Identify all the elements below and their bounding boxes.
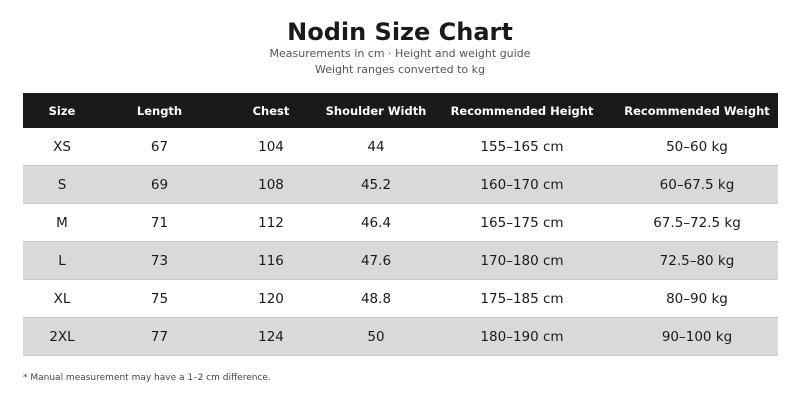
- table-cell: 116: [218, 241, 324, 280]
- table-cell: M: [23, 203, 101, 242]
- table-cell: 46.4: [324, 203, 428, 242]
- table-cell: 175–185 cm: [428, 279, 616, 318]
- table-cell: 60–67.5 kg: [616, 165, 778, 204]
- table-body: XS 67 104 44 155–165 cm 50–60 kg S 69 108 45.2 160…: [23, 128, 778, 356]
- header-cell: Recommended Height: [428, 93, 616, 128]
- header-cell: Size: [23, 93, 101, 128]
- table-cell: 124: [218, 317, 324, 356]
- table-cell: XL: [23, 279, 101, 318]
- table-row: S 69 108 45.2 160–170 cm 60–67.5 kg: [23, 165, 778, 204]
- size-table: Size Length Chest Shoulder Width Recommended…: [23, 93, 778, 356]
- header-cell: Length: [101, 93, 218, 128]
- table-cell: 50–60 kg: [616, 128, 778, 166]
- table-cell: 45.2: [324, 165, 428, 204]
- table-row: 2XL 77 124 50 180–190 cm 90–100 kg: [23, 317, 778, 356]
- table-cell: 47.6: [324, 241, 428, 280]
- table-cell: 44: [324, 128, 428, 166]
- table-row: XS 67 104 44 155–165 cm 50–60 kg: [23, 128, 778, 166]
- table-cell: L: [23, 241, 101, 280]
- footnote: * Manual measurement may have a 1–2 cm d…: [23, 373, 271, 383]
- table-cell: 180–190 cm: [428, 317, 616, 356]
- table-cell: XS: [23, 128, 101, 166]
- table-cell: 75: [101, 279, 218, 318]
- subtitle: Measurements in cm · Height and weight g…: [269, 47, 531, 60]
- header-cell: Shoulder Width: [324, 93, 428, 128]
- table-cell: 104: [218, 128, 324, 166]
- table-cell: 77: [101, 317, 218, 356]
- table-row: M 71 112 46.4 165–175 cm 67.5–72.5 kg: [23, 203, 778, 242]
- table-cell: 120: [218, 279, 324, 318]
- table-row: L 73 116 47.6 170–180 cm 72.5–80 kg: [23, 241, 778, 280]
- table-cell: 80–90 kg: [616, 279, 778, 318]
- table-cell: 67.5–72.5 kg: [616, 203, 778, 242]
- table-cell: 71: [101, 203, 218, 242]
- note: Weight ranges converted to kg: [314, 63, 486, 76]
- table-cell: 165–175 cm: [428, 203, 616, 242]
- table-cell: 73: [101, 241, 218, 280]
- table-cell: 2XL: [23, 317, 101, 356]
- table-cell: 160–170 cm: [428, 165, 616, 204]
- table-cell: 72.5–80 kg: [616, 241, 778, 280]
- header-cell: Chest: [218, 93, 324, 128]
- table-cell: 67: [101, 128, 218, 166]
- table-cell: 170–180 cm: [428, 241, 616, 280]
- table-cell: S: [23, 165, 101, 204]
- table-cell: 155–165 cm: [428, 128, 616, 166]
- table-cell: 112: [218, 203, 324, 242]
- table-cell: 108: [218, 165, 324, 204]
- title: Nodin Size Chart: [287, 18, 513, 46]
- table-cell: 50: [324, 317, 428, 356]
- header-row: Size Length Chest Shoulder Width Recommended…: [23, 93, 778, 128]
- table-cell: 69: [101, 165, 218, 204]
- header-cell: Recommended Weight: [616, 93, 778, 128]
- table-cell: 90–100 kg: [616, 317, 778, 356]
- table-cell: 48.8: [324, 279, 428, 318]
- table-row: XL 75 120 48.8 175–185 cm 80–90 kg: [23, 279, 778, 318]
